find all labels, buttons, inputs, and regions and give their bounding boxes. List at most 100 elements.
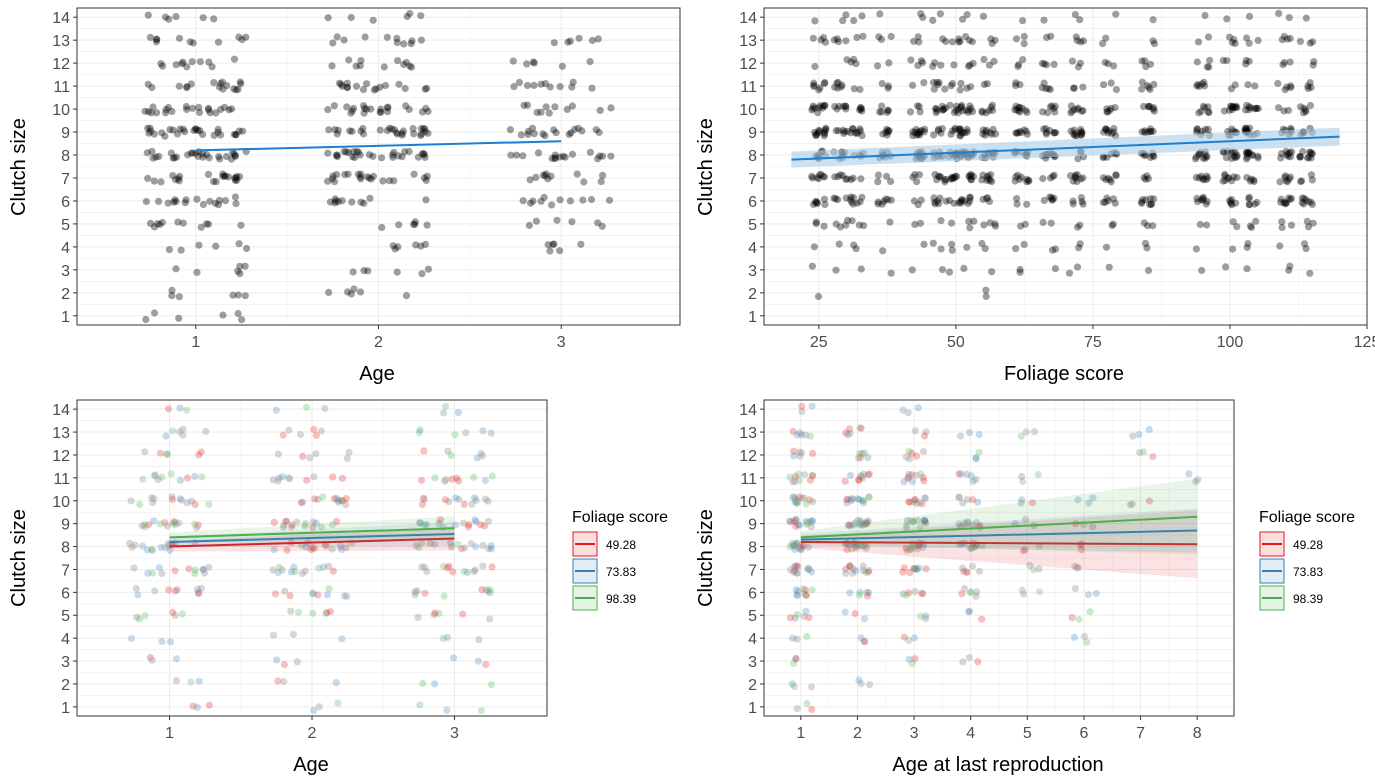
data-point (1300, 200, 1308, 208)
data-point (417, 476, 426, 484)
data-point (1310, 58, 1318, 66)
data-point (415, 428, 423, 437)
data-point (1073, 177, 1081, 186)
data-point (337, 496, 345, 504)
data-point (1126, 501, 1135, 509)
data-point (880, 197, 888, 205)
data-point (214, 125, 222, 133)
data-point (1020, 126, 1028, 134)
y-tick-label: 6 (748, 194, 757, 211)
data-point (930, 85, 938, 93)
data-point (856, 521, 864, 529)
data-point (1108, 221, 1116, 230)
data-point (530, 81, 538, 89)
data-point (221, 172, 229, 180)
data-point (161, 13, 170, 21)
data-point (1146, 127, 1154, 135)
data-point (231, 152, 239, 160)
data-point (959, 129, 967, 137)
data-point (319, 493, 327, 501)
x-tick-label: 2 (308, 725, 317, 742)
data-point (789, 634, 797, 642)
data-point (439, 634, 447, 643)
data-point (1198, 127, 1206, 136)
data-point (945, 196, 954, 205)
data-point (1017, 499, 1025, 507)
data-point (1233, 223, 1241, 231)
data-point (1071, 173, 1079, 181)
data-point (520, 101, 528, 109)
data-point (921, 494, 929, 502)
data-point (791, 563, 800, 571)
x-tick-label: 3 (910, 725, 919, 742)
data-point (839, 126, 847, 134)
data-point (947, 130, 955, 138)
data-point (1147, 200, 1155, 208)
data-point (931, 198, 939, 206)
data-point (792, 586, 800, 594)
data-point (568, 218, 576, 226)
data-point (933, 107, 941, 115)
data-point (206, 109, 214, 117)
data-point (1199, 154, 1207, 162)
data-point (855, 496, 863, 504)
data-point (196, 58, 204, 66)
data-point (406, 62, 414, 70)
data-point (193, 585, 201, 593)
data-point (187, 80, 195, 88)
data-point (341, 170, 349, 179)
data-point (149, 154, 157, 162)
data-point (1051, 102, 1059, 110)
data-point (861, 615, 869, 623)
data-point (324, 177, 332, 185)
x-tick-label: 3 (450, 725, 459, 742)
data-point (985, 61, 994, 69)
data-point (819, 102, 827, 110)
data-point (1140, 219, 1148, 227)
data-point (843, 546, 851, 554)
data-point (1017, 432, 1025, 440)
data-point (232, 131, 240, 139)
data-point (138, 522, 146, 530)
data-point (801, 431, 810, 439)
data-point (348, 107, 356, 115)
data-point (329, 39, 337, 47)
data-point (526, 176, 534, 184)
data-point (1282, 177, 1290, 185)
data-point (141, 523, 149, 531)
data-point (270, 518, 278, 527)
data-point (1150, 107, 1158, 115)
data-point (468, 500, 476, 508)
data-point (1105, 127, 1113, 135)
data-point (1300, 194, 1308, 203)
data-point (1068, 107, 1076, 115)
data-point (574, 124, 582, 132)
data-point (793, 539, 801, 547)
data-point (410, 130, 418, 138)
data-point (528, 124, 537, 132)
data-point (1296, 153, 1304, 161)
data-point (1077, 38, 1085, 46)
data-point (328, 175, 336, 183)
data-point (551, 151, 559, 159)
data-point (599, 152, 607, 160)
data-point (900, 478, 908, 486)
data-point (1026, 562, 1034, 570)
data-point (793, 635, 801, 643)
data-point (149, 103, 157, 111)
data-point (1077, 125, 1085, 134)
y-tick-label: 7 (61, 171, 70, 188)
data-point (1051, 129, 1059, 137)
data-point (788, 539, 796, 548)
data-point (314, 591, 322, 599)
data-point (1195, 174, 1203, 182)
data-point (983, 195, 991, 203)
data-point (793, 498, 802, 506)
data-point (477, 449, 485, 457)
data-point (1142, 196, 1150, 204)
data-point (178, 610, 187, 618)
data-point (796, 429, 804, 437)
data-point (952, 106, 960, 114)
y-tick-label: 10 (739, 494, 757, 511)
data-point (193, 703, 201, 712)
